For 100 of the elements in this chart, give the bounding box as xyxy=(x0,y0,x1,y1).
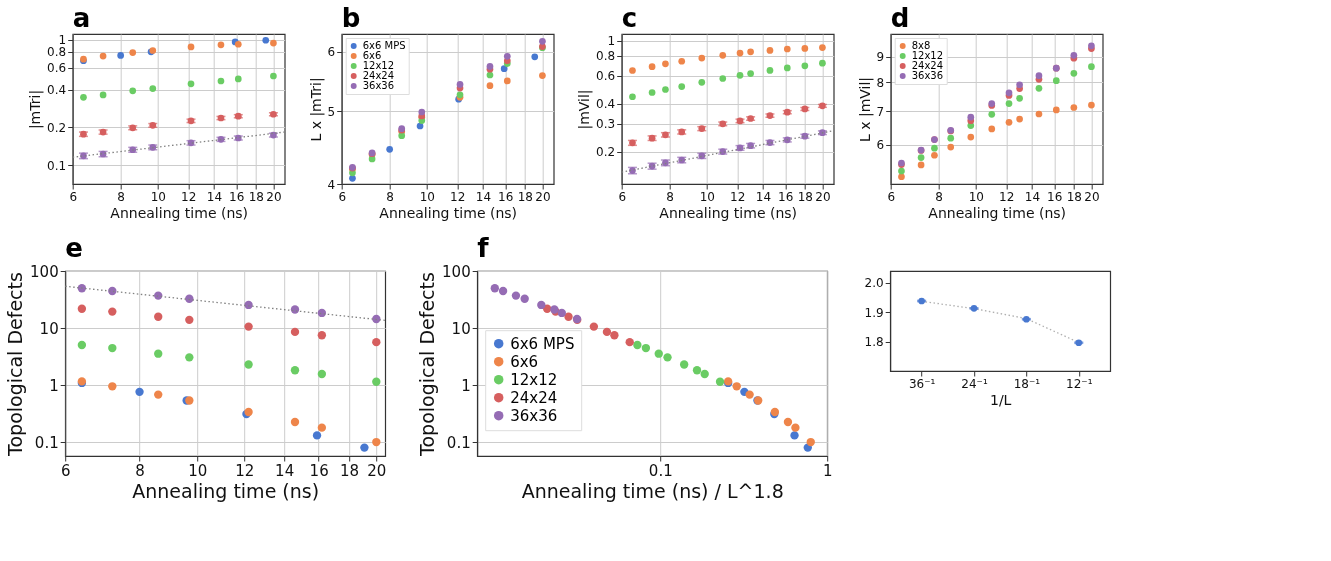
legend-label: 6x6 xyxy=(362,50,382,61)
y-tick-label: 100 xyxy=(442,262,471,281)
x-tick-label: 12 xyxy=(730,189,746,204)
legend-label: 8x8 xyxy=(911,40,931,51)
x-tick-label: 10 xyxy=(188,461,208,480)
y-axis-title: Topological Defects xyxy=(416,272,439,457)
y-tick-label: 1.9 xyxy=(864,305,884,320)
y-tick-label: 1.8 xyxy=(864,335,884,350)
x-tick-label: 18 xyxy=(248,189,264,204)
legend-label: 24x24 xyxy=(911,60,944,71)
x-tick-label: 16 xyxy=(229,189,245,204)
y-tick-label: 9 xyxy=(876,50,885,65)
y-tick-label: 6 xyxy=(876,138,885,153)
y-tick-label: 1 xyxy=(58,33,67,48)
legend-label: 12x12 xyxy=(911,50,944,61)
x-tick-label: 18⁻¹ xyxy=(1013,376,1041,391)
x-tick-label: 16 xyxy=(498,189,514,204)
y-tick-label: 0.1 xyxy=(47,158,67,173)
x-tick-label: 14 xyxy=(275,461,295,480)
x-tick-label: 14 xyxy=(475,189,492,204)
x-tick-label: 12 xyxy=(181,189,197,204)
x-tick-label: 16 xyxy=(309,461,329,480)
x-axis-title: Annealing time (ns) xyxy=(659,204,798,221)
y-axis-title: L x |mVil| xyxy=(856,76,874,143)
y-tick-label: 10 xyxy=(451,319,471,338)
x-tick-label: 16 xyxy=(1047,189,1063,204)
y-tick-label: 0.3 xyxy=(596,117,616,132)
x-tick-label: 12 xyxy=(999,189,1015,204)
y-tick-label: 10 xyxy=(39,319,59,338)
x-tick-label: 10 xyxy=(699,189,715,204)
x-tick-label: 14 xyxy=(1024,189,1041,204)
x-tick-label: 24⁻¹ xyxy=(961,376,988,391)
x-tick-label: 6 xyxy=(887,189,896,204)
legend-label: 6x6 MPS xyxy=(362,40,406,51)
x-tick-label: 6 xyxy=(618,189,627,204)
x-tick-label: 36⁻¹ xyxy=(908,376,936,391)
legend-label: 24x24 xyxy=(362,70,395,81)
x-axis-title: 1/L xyxy=(989,391,1012,408)
y-tick-label: 4 xyxy=(327,177,336,192)
x-tick-label: 20 xyxy=(815,189,831,204)
y-tick-label: 0.2 xyxy=(596,145,616,160)
x-tick-label: 18 xyxy=(517,189,533,204)
x-tick-label: 12 xyxy=(235,461,255,480)
y-tick-label: 5 xyxy=(327,104,336,119)
y-tick-label: 0.6 xyxy=(596,69,616,84)
chart-title: b xyxy=(341,3,361,33)
x-tick-label: 10 xyxy=(419,189,435,204)
x-tick-label: 1 xyxy=(822,461,833,480)
y-axis-title: L x |mTri| xyxy=(307,77,325,142)
legend-label: 36x36 xyxy=(362,80,395,91)
y-tick-label: 7 xyxy=(876,104,885,119)
x-tick-label: 8 xyxy=(135,461,145,480)
x-tick-label: 12 xyxy=(450,189,466,204)
y-axis-title: Topological Defects xyxy=(4,272,27,457)
x-tick-label: 20 xyxy=(367,461,387,480)
chart-title: c xyxy=(621,3,638,33)
x-axis-title: Annealing time (ns) / L^1.8 xyxy=(521,479,784,502)
y-tick-label: 6 xyxy=(327,45,336,60)
x-tick-label: 10 xyxy=(968,189,984,204)
x-tick-label: 20 xyxy=(266,189,282,204)
x-tick-label: 18 xyxy=(797,189,813,204)
chart-title: a xyxy=(72,2,91,33)
legend-label: 12x12 xyxy=(362,60,395,71)
x-tick-label: 16 xyxy=(778,189,794,204)
x-tick-label: 20 xyxy=(535,189,551,204)
x-axis-title: Annealing time (ns) xyxy=(379,204,518,221)
x-tick-label: 10 xyxy=(150,189,166,204)
legend-label: 24x24 xyxy=(510,388,558,407)
x-axis-title: Annealing time (ns) xyxy=(110,204,249,221)
x-tick-label: 6 xyxy=(69,189,78,204)
legend-label: 36x36 xyxy=(510,406,558,425)
y-tick-label: 0.2 xyxy=(47,121,67,135)
x-tick-label: 18 xyxy=(1066,189,1082,204)
y-axis-title: |mVil| xyxy=(576,89,594,130)
y-tick-label: 0.4 xyxy=(596,97,616,112)
y-tick-label: 0.1 xyxy=(446,433,471,452)
y-axis-title: |mTri| xyxy=(27,89,45,130)
legend-label: 6x6 xyxy=(510,352,539,371)
y-tick-label: 8 xyxy=(876,75,885,90)
chart-title: f xyxy=(477,233,490,263)
x-tick-label: 8 xyxy=(935,189,943,204)
y-tick-label: 0.4 xyxy=(47,83,67,98)
y-tick-label: 100 xyxy=(30,262,59,281)
y-tick-label: 1 xyxy=(607,34,616,49)
x-tick-label: 8 xyxy=(666,189,674,204)
legend-label: 12x12 xyxy=(510,370,558,389)
x-tick-label: 18 xyxy=(340,461,360,480)
x-tick-label: 0.1 xyxy=(648,461,673,480)
y-tick-label: 0.6 xyxy=(47,61,67,76)
x-tick-label: 6 xyxy=(338,189,347,204)
x-tick-label: 12⁻¹ xyxy=(1066,376,1093,391)
y-tick-label: 0.8 xyxy=(47,45,67,60)
x-axis-title: Annealing time (ns) xyxy=(132,479,320,502)
y-tick-label: 0.8 xyxy=(596,49,616,64)
x-axis-title: Annealing time (ns) xyxy=(928,204,1067,221)
legend-label: 36x36 xyxy=(911,70,944,81)
x-tick-label: 8 xyxy=(117,189,125,204)
legend-label: 6x6 MPS xyxy=(510,334,575,353)
x-tick-label: 8 xyxy=(386,189,394,204)
y-tick-label: 0.1 xyxy=(34,433,59,452)
